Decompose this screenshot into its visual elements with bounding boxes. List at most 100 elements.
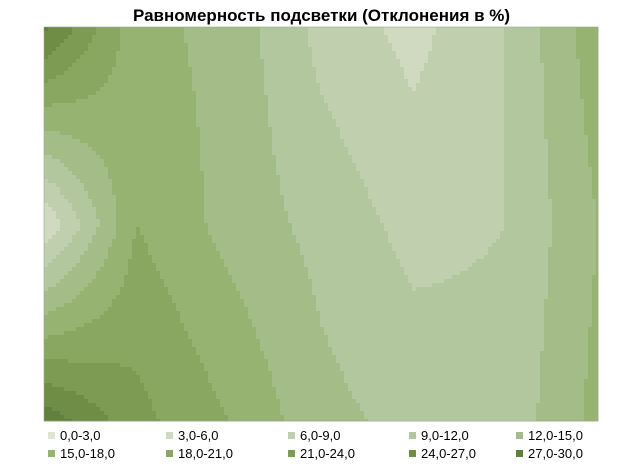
contour-cell [176,143,181,148]
contour-cell [508,43,513,48]
contour-cell [536,151,541,156]
contour-cell [96,55,101,60]
contour-cell [468,43,473,48]
contour-cell [380,111,385,116]
contour-cell [440,83,445,88]
contour-cell [204,135,209,140]
contour-cell [372,39,377,44]
contour-cell [408,151,413,156]
contour-cell [288,119,293,124]
contour-cell [360,123,365,128]
contour-cell [132,131,137,136]
contour-cell [388,43,393,48]
contour-cell [60,83,65,88]
contour-cell [188,35,193,40]
contour-cell [296,135,301,140]
contour-cell [404,75,409,80]
contour-cell [248,139,253,144]
contour-cell [496,59,501,64]
contour-cell [160,91,165,96]
contour-cell [68,87,73,92]
contour-cell [408,115,413,120]
contour-cell [448,63,453,68]
contour-cell [324,87,329,92]
contour-cell [304,83,309,88]
contour-cell [192,63,197,68]
contour-cell [228,151,233,156]
contour-cell [128,39,133,44]
contour-cell [508,163,513,168]
contour-cell [160,107,165,112]
contour-cell [264,79,269,84]
contour-cell [188,119,193,124]
contour-cell [404,63,409,68]
contour-cell [48,87,53,92]
contour-cell [88,31,93,36]
contour-cell [312,163,317,168]
contour-cell [116,55,121,60]
contour-cell [324,155,329,160]
contour-cell [208,143,213,148]
contour-cell [96,27,101,32]
contour-cell [288,87,293,92]
contour-cell [332,103,337,108]
contour-cell [216,51,221,56]
contour-cell [352,31,357,36]
contour-cell [584,39,589,44]
contour-cell [396,127,401,132]
contour-cell [144,43,149,48]
contour-cell [88,75,93,80]
contour-cell [444,43,449,48]
contour-cell [388,59,393,64]
contour-cell [80,115,85,120]
contour-cell [356,147,361,152]
contour-cell [56,163,61,168]
contour-cell [80,103,85,108]
contour-cell [416,91,421,96]
contour-cell [88,55,93,60]
contour-cell [300,83,305,88]
contour-cell [344,43,349,48]
contour-cell [292,95,297,100]
contour-cell [84,43,89,48]
contour-cell [188,107,193,112]
contour-cell [280,63,285,68]
contour-cell [528,159,533,164]
contour-cell [388,147,393,152]
contour-cell [176,135,181,140]
contour-cell [560,151,565,156]
contour-cell [552,59,557,64]
contour-cell [528,87,533,92]
contour-cell [92,55,97,60]
contour-cell [224,107,229,112]
contour-cell [464,143,469,148]
contour-cell [432,87,437,92]
contour-cell [332,63,337,68]
contour-cell [348,167,353,172]
contour-cell [536,35,541,40]
contour-cell [172,163,177,168]
contour-cell [548,159,553,164]
contour-cell [96,95,101,100]
contour-cell [316,35,321,40]
contour-cell [44,51,49,56]
contour-cell [268,39,273,44]
contour-cell [48,79,53,84]
contour-cell [524,59,529,64]
contour-cell [232,75,237,80]
contour-cell [464,31,469,36]
contour-cell [584,51,589,56]
contour-cell [372,51,377,56]
contour-cell [176,115,181,120]
contour-cell [92,155,97,160]
contour-cell [400,159,405,164]
contour-cell [100,43,105,48]
contour-cell [448,131,453,136]
contour-cell [68,147,73,152]
contour-cell [96,143,101,148]
contour-cell [416,127,421,132]
contour-cell [508,159,513,164]
contour-cell [468,131,473,136]
contour-cell [204,55,209,60]
contour-cell [336,167,341,172]
